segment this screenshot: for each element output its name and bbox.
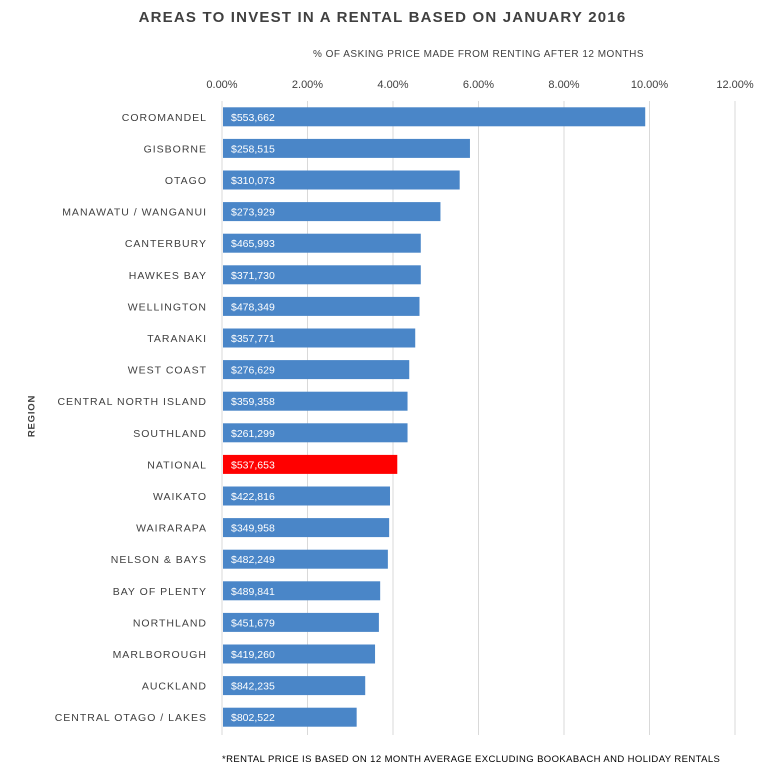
bar — [223, 423, 408, 443]
category-label: CENTRAL NORTH ISLAND — [57, 396, 207, 408]
category-labels: COROMANDEL GISBORNE OTAGO MANAWATU / WANGAN… — [55, 112, 207, 724]
category-label: CANTERBURY — [125, 238, 207, 250]
bar-highlight — [223, 454, 398, 474]
data-label: $451,679 — [231, 617, 275, 629]
bar — [223, 549, 388, 569]
data-label: $261,299 — [231, 428, 275, 440]
x-tick-label: 0.00% — [206, 79, 237, 91]
category-label: NELSON & BAYS — [111, 554, 207, 566]
category-label: OTAGO — [165, 175, 207, 187]
x-tick-label: 6.00% — [463, 79, 494, 91]
data-label: $482,249 — [231, 554, 275, 566]
data-label: $842,235 — [231, 681, 275, 693]
footnote: *RENTAL PRICE IS BASED ON 12 MONTH AVERA… — [222, 754, 721, 765]
category-label: NORTHLAND — [133, 617, 207, 629]
bar — [223, 581, 381, 601]
data-label: $310,073 — [231, 175, 275, 187]
x-tick-label: 12.00% — [716, 79, 754, 91]
data-label: $553,662 — [231, 112, 275, 124]
data-label: $802,522 — [231, 712, 275, 724]
chart-title: AREAS TO INVEST IN A RENTAL BASED ON JAN… — [138, 9, 627, 26]
data-labels: $553,662 $258,515 $310,073 $273,929 $465,993… — [231, 112, 275, 724]
x-tick-label: 4.00% — [377, 79, 408, 91]
category-label: NATIONAL — [147, 459, 207, 471]
data-label: $537,653 — [231, 459, 275, 471]
bar — [223, 296, 420, 316]
category-label: SOUTHLAND — [133, 428, 207, 440]
category-label: WAIRARAPA — [136, 523, 207, 535]
category-label: TARANAKI — [147, 333, 207, 345]
data-label: $371,730 — [231, 270, 275, 282]
category-label: MARLBOROUGH — [113, 649, 207, 661]
bar — [223, 676, 366, 696]
category-label: CENTRAL OTAGO / LAKES — [55, 712, 207, 724]
bar — [223, 265, 421, 285]
gridlines — [221, 101, 736, 735]
bar — [223, 486, 391, 506]
x-axis-ticks: 0.00% 2.00% 4.00% 6.00% 8.00% 10.00% 12.00% — [206, 79, 753, 91]
data-label: $489,841 — [231, 586, 275, 598]
x-tick-label: 10.00% — [631, 79, 669, 91]
data-label: $465,993 — [231, 238, 275, 250]
category-label: WELLINGTON — [128, 301, 207, 313]
category-label: COROMANDEL — [122, 112, 207, 124]
bar — [223, 360, 410, 380]
data-label: $349,958 — [231, 523, 275, 535]
bar — [223, 518, 390, 538]
bar — [223, 138, 470, 158]
data-label: $276,629 — [231, 365, 275, 377]
bar — [223, 612, 379, 632]
bar — [223, 707, 357, 727]
category-label: MANAWATU / WANGANUI — [62, 207, 207, 219]
bar — [223, 644, 376, 664]
data-label: $258,515 — [231, 143, 275, 155]
category-label: BAY OF PLENTY — [113, 586, 207, 598]
category-label: HAWKES BAY — [129, 270, 207, 282]
x-tick-label: 8.00% — [548, 79, 579, 91]
data-label: $273,929 — [231, 207, 275, 219]
x-tick-label: 2.00% — [292, 79, 323, 91]
data-label: $422,816 — [231, 491, 275, 503]
category-label: WEST COAST — [128, 365, 207, 377]
bar — [223, 233, 421, 253]
data-label: $359,358 — [231, 396, 275, 408]
bar — [223, 202, 441, 222]
category-label: WAIKATO — [153, 491, 207, 503]
category-label: GISBORNE — [144, 143, 207, 155]
x-axis-label: % OF ASKING PRICE MADE FROM RENTING AFTE… — [312, 49, 645, 60]
data-label: $357,771 — [231, 333, 275, 345]
bars — [223, 107, 646, 727]
category-label: AUCKLAND — [142, 681, 207, 693]
bar — [223, 391, 408, 411]
data-label: $478,349 — [231, 301, 275, 313]
bar — [223, 107, 646, 127]
bar — [223, 170, 460, 190]
bar — [223, 328, 416, 348]
data-label: $419,260 — [231, 649, 275, 661]
